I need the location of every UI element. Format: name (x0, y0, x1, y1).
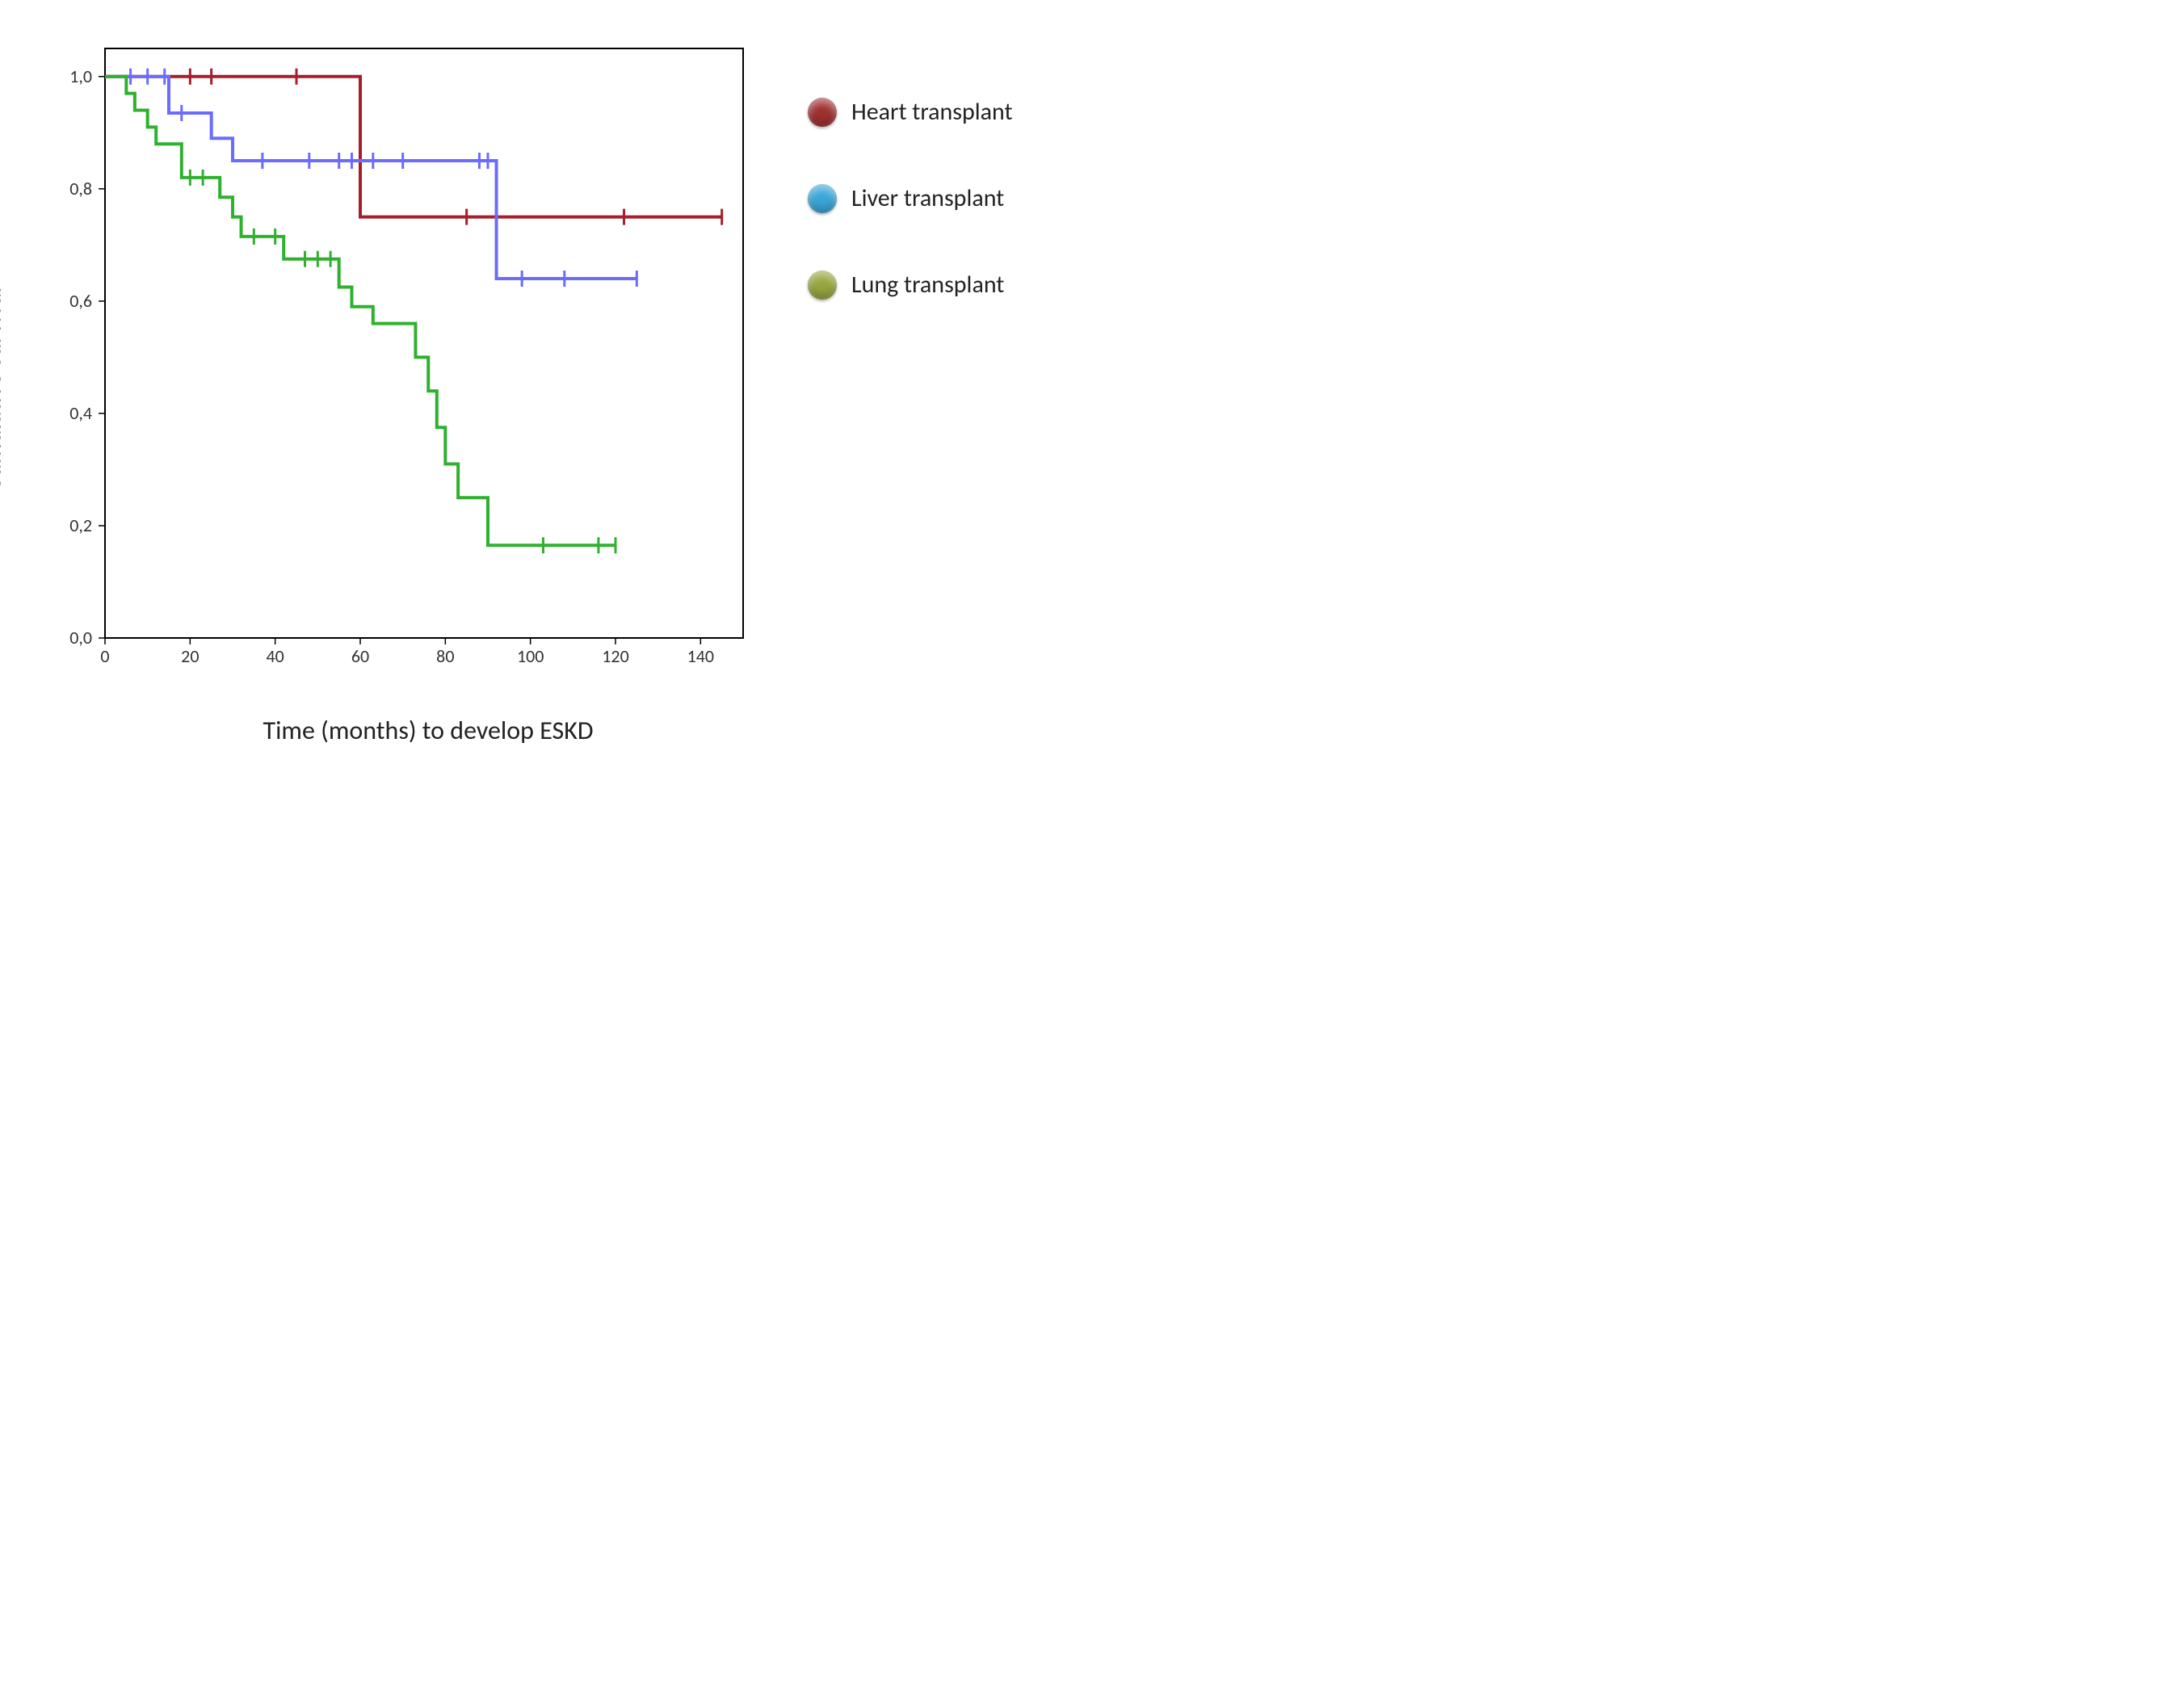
svg-text:0,8: 0,8 (69, 178, 92, 199)
svg-text:20: 20 (181, 645, 199, 667)
plot-area: Cumulative survival 0204060801001201400,… (32, 32, 759, 746)
legend-item-lung: Lung transplant (808, 270, 1013, 300)
legend-label-lung: Lung transplant (851, 270, 1004, 300)
y-axis-label: Cumulative survival (0, 287, 8, 492)
svg-text:0,6: 0,6 (69, 290, 92, 312)
chart-container: Cumulative survival 0204060801001201400,… (32, 32, 2140, 746)
svg-text:120: 120 (602, 645, 628, 667)
svg-text:140: 140 (687, 645, 714, 667)
svg-text:0,0: 0,0 (69, 627, 92, 648)
svg-text:100: 100 (517, 645, 544, 667)
svg-text:1,0: 1,0 (69, 65, 92, 87)
svg-text:0: 0 (100, 645, 109, 667)
svg-text:60: 60 (351, 645, 369, 667)
legend-label-heart: Heart transplant (851, 97, 1013, 127)
legend-dot-liver-icon (808, 184, 837, 213)
svg-text:80: 80 (436, 645, 454, 667)
x-axis-label: Time (months) to develop ESKD (32, 715, 759, 746)
legend: Heart transplant Liver transplant Lung t… (808, 32, 1013, 356)
legend-item-liver: Liver transplant (808, 183, 1013, 213)
kaplan-meier-svg: 0 20 40 60 80 100 120 140 0,0 0,2 0,4 0,6 0,8 1,0 (32, 32, 759, 695)
svg-text:40: 40 (267, 645, 284, 667)
svg-text:0,2: 0,2 (69, 514, 92, 536)
legend-dot-lung-icon (808, 271, 837, 300)
legend-item-heart: Heart transplant (808, 97, 1013, 127)
legend-label-liver: Liver transplant (851, 183, 1004, 213)
svg-text:0,4: 0,4 (69, 402, 92, 424)
legend-dot-heart-icon (808, 98, 837, 127)
